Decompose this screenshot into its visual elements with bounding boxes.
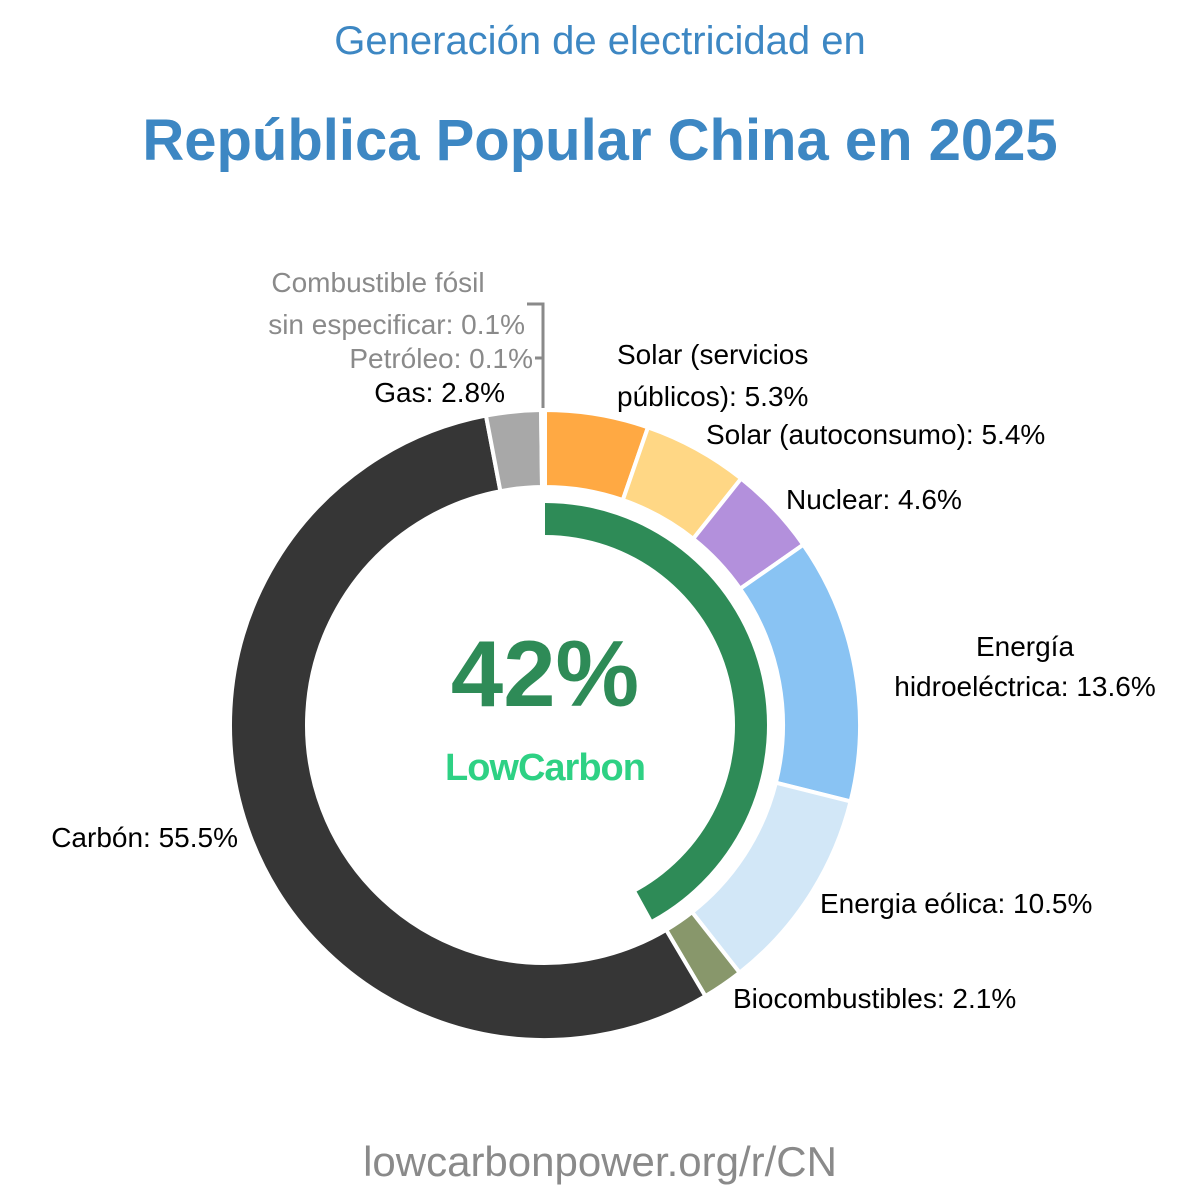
label-wind: Energia eólica: 10.5%: [820, 888, 1092, 919]
label-solar-rooftop: Solar (autoconsumo): 5.4%: [706, 419, 1045, 450]
center-value: 42%: [451, 621, 639, 726]
small-slices-bracket: [527, 302, 545, 408]
footer-source: lowcarbonpower.org/r/CN: [363, 1138, 837, 1185]
low-carbon-arc: [545, 503, 768, 920]
label-solar-utility-1: Solar (servicios: [617, 339, 808, 370]
label-solar-utility-2: públicos): 5.3%: [617, 381, 808, 412]
lowcarbon-logo: LowCarbon: [445, 747, 645, 789]
label-oil: Petróleo: 0.1%: [349, 343, 533, 374]
slice-combustible-f-sil-sin-especificar: [541, 407, 547, 490]
label-coal: Carbón: 55.5%: [51, 822, 238, 853]
slice-carb-n: [228, 413, 709, 1042]
label-gas: Gas: 2.8%: [374, 377, 505, 408]
label-unspecified-1: Combustible fósil: [271, 267, 484, 298]
label-hydro-1: Energía: [976, 631, 1074, 662]
chart-subtitle: Generación de electricidad en: [334, 19, 865, 63]
label-hydro-2: hidroeléctrica: 13.6%: [894, 671, 1155, 702]
label-nuclear: Nuclear: 4.6%: [786, 484, 962, 515]
chart-title: República Popular China en 2025: [142, 108, 1057, 173]
label-bio: Biocombustibles: 2.1%: [733, 983, 1016, 1014]
label-unspecified-2: sin especificar: 0.1%: [268, 309, 525, 340]
